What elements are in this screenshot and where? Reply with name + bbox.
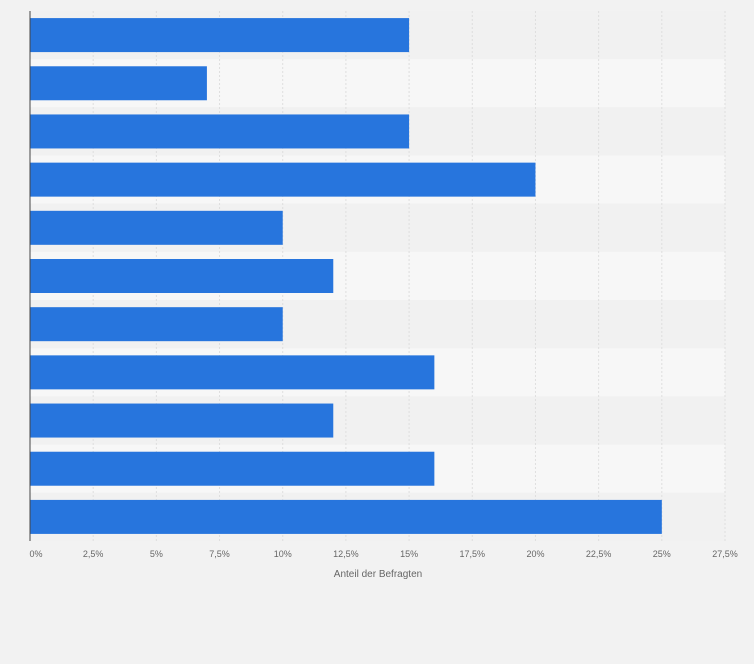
bar[interactable] [30,66,207,101]
x-tick-label: 5% [150,549,163,559]
x-tick-label: 22,5% [586,549,612,559]
bar[interactable] [30,18,410,53]
x-tick-label: 0% [29,549,42,559]
x-tick-label: 15% [400,549,418,559]
bar[interactable] [30,403,334,438]
x-axis-label: Anteil der Befragten [334,569,422,580]
x-tick-label: 25% [653,549,671,559]
x-tick-label: 27,5% [712,549,738,559]
bar[interactable] [30,451,435,486]
x-tick-label: 17,5% [460,549,486,559]
bar[interactable] [30,259,334,293]
bar[interactable] [30,355,435,390]
x-tick-label: 7,5% [209,549,230,559]
bar[interactable] [30,162,536,197]
bar[interactable] [30,307,283,342]
x-tick-label: 10% [274,549,292,559]
bar[interactable] [30,499,662,534]
bar[interactable] [30,210,283,245]
bars [30,18,662,534]
x-tick-labels: 0% 2,5% 5% 7,5% 10% 12,5% 15% 17,5% 20% 22,5% 25% 2… [29,549,737,559]
x-tick-label: 12,5% [333,549,359,559]
x-tick-label: 2,5% [83,549,104,559]
x-tick-label: 20% [526,549,544,559]
bar[interactable] [30,114,410,149]
